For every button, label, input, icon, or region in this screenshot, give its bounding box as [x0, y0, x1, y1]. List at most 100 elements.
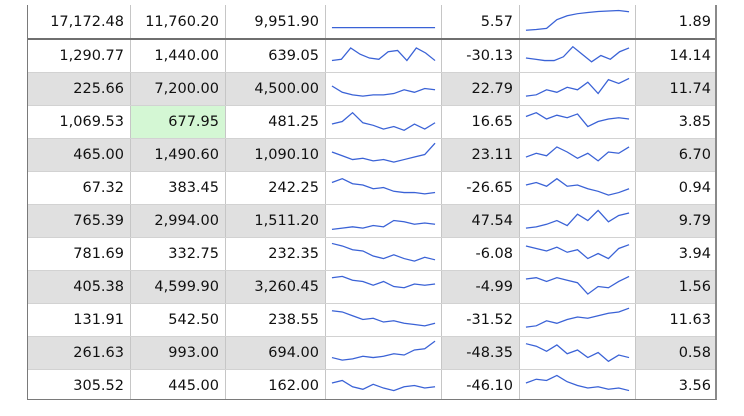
table-cell[interactable]: 781.69: [27, 238, 131, 270]
sparkline-chart: [331, 242, 436, 262]
sparkline-line: [331, 219, 436, 230]
sparkline-cell: [326, 304, 442, 336]
data-grid: 17,172.48 11,760.20 9,951.90 5.57 1.89 1…: [27, 5, 717, 400]
summary-sparkline-b: [520, 5, 636, 38]
table-cell[interactable]: 1,490.60: [131, 139, 226, 171]
table-row[interactable]: 67.32 383.45 242.25 -26.65 0.94: [27, 172, 717, 205]
table-cell[interactable]: 131.91: [27, 304, 131, 336]
sparkline-line: [525, 45, 630, 63]
table-cell[interactable]: 16.65: [442, 106, 520, 138]
table-cell[interactable]: 3,260.45: [226, 271, 326, 303]
table-cell[interactable]: 47.54: [442, 205, 520, 237]
table-cell[interactable]: 22.79: [442, 73, 520, 105]
table-row[interactable]: 781.69 332.75 232.35 -6.08 3.94: [27, 238, 717, 271]
sparkline-cell: [520, 205, 636, 237]
table-cell[interactable]: 2,994.00: [131, 205, 226, 237]
table-cell[interactable]: 11.63: [669, 312, 711, 328]
sparkline-chart: [525, 177, 630, 196]
table-cell[interactable]: 0.94: [678, 180, 711, 196]
table-cell[interactable]: 639.05: [226, 40, 326, 72]
table-cell[interactable]: 1,511.20: [226, 205, 326, 237]
table-cell[interactable]: 23.11: [442, 139, 520, 171]
table-row[interactable]: 1,069.53 677.95 481.25 16.65 3.85: [27, 106, 717, 139]
sparkline-cell: [326, 73, 442, 105]
sparkline-chart: [525, 45, 630, 63]
summary-cell[interactable]: 11,760.20: [131, 5, 226, 38]
table-cell[interactable]: 542.50: [131, 304, 226, 336]
sparkline-line: [525, 275, 630, 295]
sparkline-line: [525, 77, 630, 97]
table-cell[interactable]: 445.00: [131, 370, 226, 400]
summary-sparkline-a: [326, 5, 442, 38]
table-cell[interactable]: 0.58: [678, 345, 711, 361]
table-cell[interactable]: 6.70: [678, 147, 711, 163]
table-row[interactable]: 1,290.77 1,440.00 639.05 -30.13 14.14: [27, 40, 717, 73]
table-row[interactable]: 305.52 445.00 162.00 -46.10 3.56: [27, 370, 717, 400]
table-cell[interactable]: 1,290.77: [27, 40, 131, 72]
table-cell[interactable]: 238.55: [226, 304, 326, 336]
table-cell[interactable]: 481.25: [226, 106, 326, 138]
table-row[interactable]: 405.38 4,599.90 3,260.45 -4.99 1.56: [27, 271, 717, 304]
table-cell[interactable]: -30.13: [442, 40, 520, 72]
table-row[interactable]: 765.39 2,994.00 1,511.20 47.54 9.79: [27, 205, 717, 238]
table-cell[interactable]: -31.52: [442, 304, 520, 336]
table-cell[interactable]: 3.56: [678, 378, 711, 394]
sparkline-cell: [520, 337, 636, 369]
table-cell[interactable]: 1.56: [678, 279, 711, 295]
table-cell[interactable]: 694.00: [226, 337, 326, 369]
table-cell[interactable]: 465.00: [27, 139, 131, 171]
sparkline-line: [525, 177, 630, 196]
sparkline-cell: [326, 370, 442, 400]
selected-cell[interactable]: 677.95: [131, 106, 226, 138]
sparkline-chart: [525, 9, 630, 31]
sparkline-chart: [525, 77, 630, 97]
table-cell[interactable]: -26.65: [442, 172, 520, 204]
table-cell[interactable]: 1,090.10: [226, 139, 326, 171]
table-cell[interactable]: 4,599.90: [131, 271, 226, 303]
table-cell[interactable]: 4,500.00: [226, 73, 326, 105]
table-row[interactable]: 261.63 993.00 694.00 -48.35 0.58: [27, 337, 717, 370]
table-cell[interactable]: 261.63: [27, 337, 131, 369]
summary-cell[interactable]: 1.89: [678, 13, 711, 30]
table-cell[interactable]: -48.35: [442, 337, 520, 369]
sparkline-chart: [331, 219, 436, 230]
sparkline-line: [525, 209, 630, 229]
sparkline-line: [525, 343, 630, 363]
table-row[interactable]: 131.91 542.50 238.55 -31.52 11.63: [27, 304, 717, 337]
table-cell[interactable]: 67.32: [27, 172, 131, 204]
table-row[interactable]: 465.00 1,490.60 1,090.10 23.11 6.70: [27, 139, 717, 172]
table-cell[interactable]: 9.79: [678, 213, 711, 229]
sparkline-chart: [331, 340, 436, 361]
table-cell[interactable]: 3.94: [678, 246, 711, 262]
table-cell[interactable]: 405.38: [27, 271, 131, 303]
sparkline-chart: [331, 27, 436, 29]
table-cell[interactable]: -6.08: [442, 238, 520, 270]
table-cell[interactable]: -4.99: [442, 271, 520, 303]
table-cell[interactable]: 14.14: [669, 48, 711, 64]
table-cell[interactable]: 993.00: [131, 337, 226, 369]
sparkline-chart: [525, 374, 630, 392]
table-cell[interactable]: 3.85: [678, 114, 711, 130]
table-cell[interactable]: 162.00: [226, 370, 326, 400]
table-cell[interactable]: 242.25: [226, 172, 326, 204]
summary-cell[interactable]: 17,172.48: [27, 5, 131, 38]
table-cell[interactable]: 332.75: [131, 238, 226, 270]
sparkline-cell: [326, 238, 442, 270]
summary-row: 17,172.48 11,760.20 9,951.90 5.57 1.89: [27, 5, 717, 40]
table-cell[interactable]: 232.35: [226, 238, 326, 270]
table-cell[interactable]: -46.10: [442, 370, 520, 400]
sparkline-cell: [326, 139, 442, 171]
summary-cell[interactable]: 5.57: [442, 5, 520, 38]
table-cell[interactable]: 11.74: [669, 81, 711, 97]
table-cell[interactable]: 1,069.53: [27, 106, 131, 138]
table-cell[interactable]: 225.66: [27, 73, 131, 105]
sparkline-line: [525, 374, 630, 392]
sparkline-cell: [520, 370, 636, 400]
table-cell[interactable]: 1,440.00: [131, 40, 226, 72]
table-cell[interactable]: 765.39: [27, 205, 131, 237]
table-cell[interactable]: 7,200.00: [131, 73, 226, 105]
table-cell[interactable]: 383.45: [131, 172, 226, 204]
table-cell[interactable]: 305.52: [27, 370, 131, 400]
table-row[interactable]: 225.66 7,200.00 4,500.00 22.79 11.74: [27, 73, 717, 106]
summary-cell[interactable]: 9,951.90: [226, 5, 326, 38]
